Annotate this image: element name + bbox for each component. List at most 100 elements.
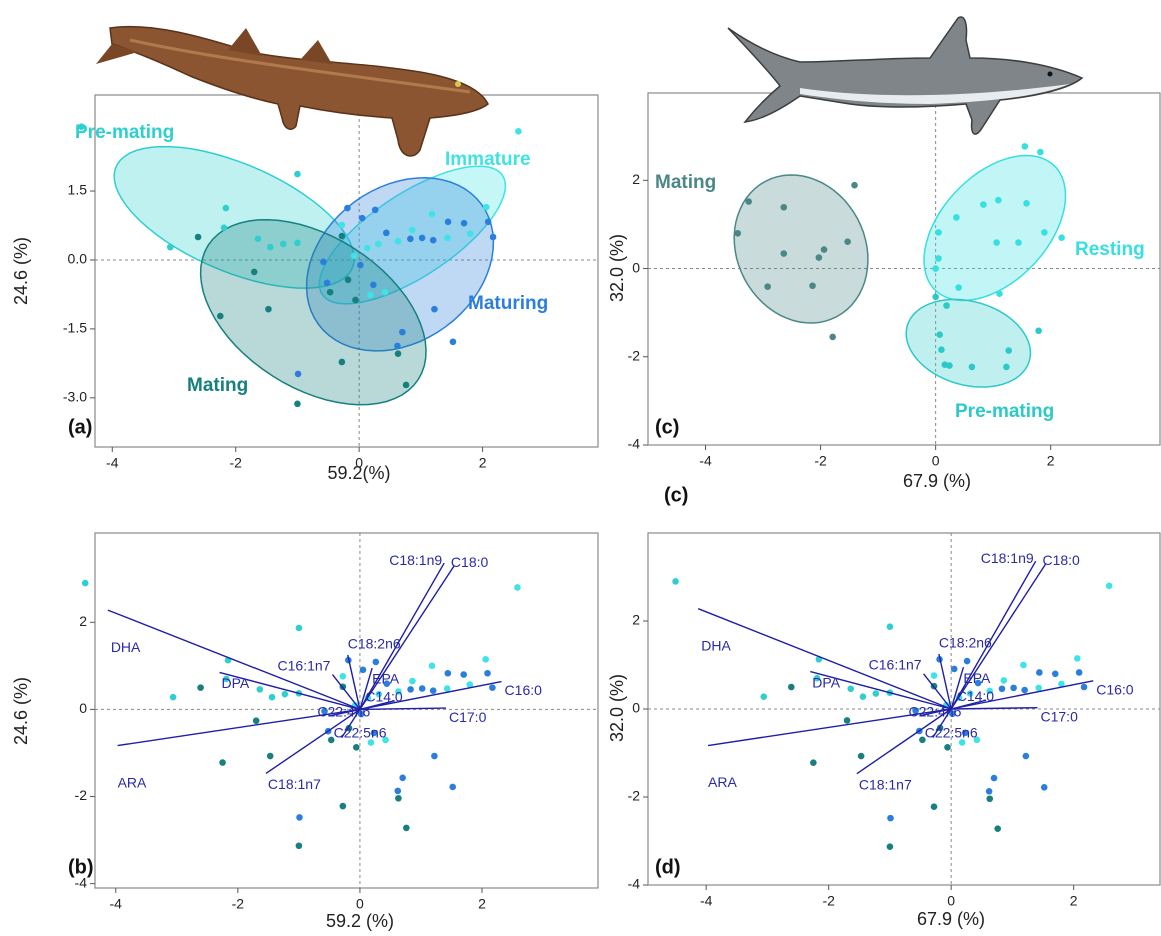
data-point	[269, 694, 276, 701]
data-point	[445, 219, 452, 226]
data-point	[419, 235, 426, 242]
data-point	[295, 371, 302, 378]
data-point	[860, 693, 867, 700]
data-point	[339, 359, 346, 366]
data-point	[344, 205, 351, 212]
data-point	[296, 625, 303, 632]
x-tick-label: -2	[232, 896, 245, 912]
y-tick-label: -3.0	[63, 389, 87, 405]
data-point	[431, 753, 438, 760]
data-point	[953, 214, 960, 221]
group-label: Maturing	[468, 293, 548, 314]
data-point	[282, 691, 289, 698]
data-point	[489, 684, 496, 691]
loading-label: DPA	[222, 675, 250, 691]
data-point	[829, 334, 836, 341]
x-tick-label: -4	[106, 455, 119, 471]
data-point	[980, 201, 987, 208]
data-point	[294, 171, 301, 178]
loading-label: C18:1n7	[268, 776, 321, 792]
loading-label: ARA	[118, 774, 147, 790]
x-tick-label: 2	[1070, 893, 1078, 909]
y-axis-label: 32.0 (%)	[607, 674, 627, 742]
group-label: Pre-mating	[75, 122, 174, 143]
data-point	[267, 753, 274, 760]
data-point	[223, 205, 230, 212]
loading-label: C16:1n7	[869, 657, 922, 673]
data-point	[1058, 234, 1065, 241]
data-point	[407, 236, 414, 243]
data-point	[932, 265, 939, 272]
x-axis-label: 67.9 (%)	[917, 909, 985, 929]
data-point	[399, 774, 406, 781]
group-label: Mating	[187, 375, 248, 396]
group-label: Immature	[445, 149, 531, 170]
data-point	[935, 255, 942, 262]
data-point	[1081, 684, 1088, 691]
data-point	[964, 658, 971, 665]
data-point	[490, 234, 497, 241]
data-point	[993, 239, 1000, 246]
data-point	[955, 284, 962, 291]
y-tick-label: -1.5	[63, 320, 87, 336]
data-point	[395, 350, 402, 357]
data-point	[280, 241, 287, 248]
y-axis-label: 32.0 (%)	[607, 234, 627, 302]
loading-label: DPA	[812, 674, 840, 690]
panel-label: (a)	[68, 416, 92, 438]
x-tick-label: 0	[932, 453, 940, 469]
x-axis-label: 59.2 (%)	[326, 911, 394, 931]
data-point	[340, 673, 347, 680]
data-point	[444, 685, 451, 692]
y-tick-label: 0.0	[68, 251, 88, 267]
data-point	[485, 219, 492, 226]
data-point	[515, 128, 522, 135]
data-point	[809, 282, 816, 289]
data-point	[170, 694, 177, 701]
data-point	[994, 825, 1001, 832]
y-tick-label: -2	[628, 788, 641, 804]
data-point	[996, 290, 1003, 297]
data-point	[999, 685, 1006, 692]
y-tick-label: 2	[632, 612, 640, 628]
figure: -4-2021.50.0-1.5-3.059.2(%)24.6 (%)(a)Pr…	[0, 0, 1161, 936]
data-point	[788, 684, 795, 691]
plot-frame	[648, 93, 1160, 445]
x-tick-label: 2	[478, 896, 486, 912]
data-point	[858, 753, 865, 760]
data-point	[327, 289, 334, 296]
y-tick-label: -2	[75, 787, 88, 803]
loading-label: C18:1n9	[981, 550, 1034, 566]
data-point	[734, 230, 741, 237]
loading-label: C22:5n6	[925, 724, 978, 740]
plot-frame	[648, 533, 1160, 885]
loading-label: C16:0	[505, 682, 543, 698]
loading-label: ARA	[708, 774, 737, 790]
loading-label: C18:1n7	[859, 776, 912, 792]
data-point	[409, 227, 416, 234]
data-point	[320, 259, 327, 266]
data-point	[764, 283, 771, 290]
x-tick-label: -4	[110, 896, 123, 912]
data-point	[219, 759, 226, 766]
data-point	[1041, 229, 1048, 236]
data-point	[944, 744, 951, 751]
y-tick-label: 1.5	[68, 182, 88, 198]
y-axis-label: 24.6 (%)	[11, 677, 31, 745]
data-point	[429, 663, 436, 670]
data-point	[1010, 685, 1017, 692]
loading-vector	[951, 708, 1037, 709]
loading-label: C18:1n9	[389, 552, 442, 568]
data-point	[946, 362, 953, 369]
data-point	[1041, 784, 1048, 791]
x-tick-label: -2	[814, 453, 827, 469]
loading-vector	[857, 709, 951, 774]
data-point	[445, 670, 452, 677]
data-point	[383, 230, 390, 237]
data-point	[1005, 347, 1012, 354]
loading-label: C17:0	[449, 709, 487, 725]
y-tick-label: 0	[632, 259, 640, 275]
